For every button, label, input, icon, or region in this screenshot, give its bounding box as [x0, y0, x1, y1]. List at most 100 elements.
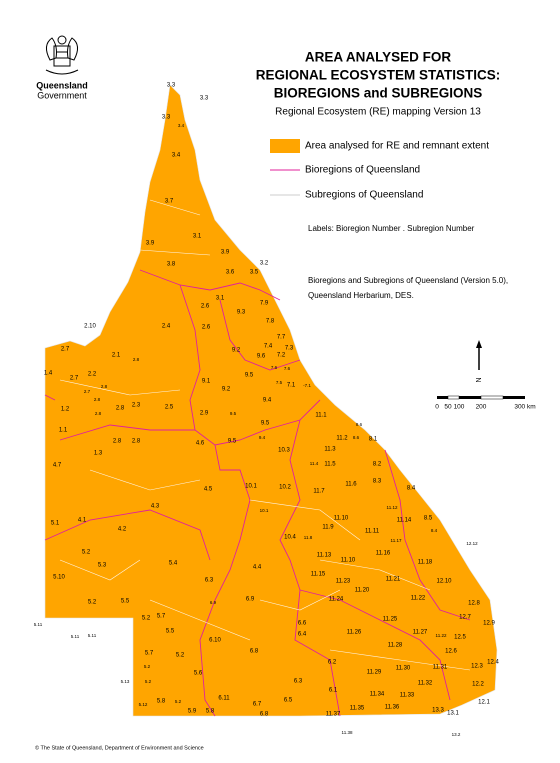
region-label: 5.3: [98, 563, 107, 569]
region-label: 2.8: [113, 439, 122, 445]
region-label: 12.7: [459, 615, 471, 621]
region-label: 12.1: [478, 700, 490, 706]
region-label: 11.8: [304, 535, 313, 540]
region-label: 6.1: [329, 688, 338, 694]
region-label: 11.25: [383, 617, 398, 623]
region-label: 7.7: [277, 335, 286, 341]
region-label: 3.4: [172, 153, 181, 159]
region-label: 3.3: [200, 96, 209, 102]
region-label: 1.2: [61, 407, 70, 413]
region-label: 11.35: [350, 706, 365, 712]
region-label: 11.28: [388, 643, 403, 649]
region-label: 2.8: [133, 357, 140, 362]
region-label: 11.36: [385, 705, 400, 711]
region-label: 11.11: [365, 529, 380, 535]
region-label: 4.2: [118, 527, 127, 533]
region-label: 3.2: [260, 261, 269, 267]
region-label: 11.24: [329, 597, 344, 603]
region-label: 3.6: [226, 270, 235, 276]
legend-label: Area analysed for RE and remnant extent: [305, 141, 489, 152]
region-label: 2.8: [116, 406, 125, 412]
copyright: © The State of Queensland, Department of…: [35, 744, 204, 751]
region-label: 5.13: [121, 679, 130, 684]
region-label: 6.6: [298, 621, 307, 627]
region-label: 11.30: [396, 666, 411, 672]
label-note: Labels: Bioregion Number . Subregion Num…: [308, 224, 475, 233]
region-label: 12.9: [483, 621, 495, 627]
region-label: 12.2: [472, 682, 484, 688]
region-label: 5.2: [176, 653, 185, 659]
region-label: 1.3: [94, 451, 103, 457]
region-label: 11.2: [336, 436, 348, 442]
region-label: 12.12: [466, 541, 478, 546]
region-label: 11.5: [324, 462, 336, 468]
region-label: 7.1: [287, 383, 296, 389]
region-label: 11.3: [324, 447, 336, 453]
region-label: 6.8: [260, 712, 269, 718]
region-label: 5.9: [188, 709, 197, 715]
region-label: 7.8: [266, 319, 275, 325]
region-label: 7.6: [284, 366, 291, 371]
region-label: 7.5: [276, 380, 283, 385]
legend-label: Bioregions of Queensland: [305, 165, 420, 176]
region-label: 5.2: [175, 699, 182, 704]
region-label: 6.9: [246, 597, 255, 603]
north-label: N: [476, 377, 483, 382]
region-label: 2.8: [94, 397, 101, 402]
region-label: 13.2: [452, 732, 461, 737]
region-label: 11.10: [341, 558, 356, 564]
region-label: 5.11: [34, 622, 43, 627]
scale-bar: [437, 395, 525, 400]
region-label: 9.1: [202, 379, 211, 385]
region-label: 11.4: [310, 461, 319, 466]
scale-label: 300 km: [514, 404, 535, 411]
region-label: 8.3: [373, 479, 382, 485]
region-label: 3.9: [221, 250, 230, 256]
region-label: 2.7: [84, 389, 91, 394]
scale-label: 0: [435, 404, 439, 411]
region-label: 3.9: [146, 241, 155, 247]
region-label: 6.9: [210, 600, 217, 605]
region-label: 5.12: [139, 702, 148, 707]
region-label: 1.1: [59, 428, 68, 434]
legend-label: Subregions of Queensland: [305, 190, 423, 201]
region-label: 2.4: [162, 324, 171, 330]
region-label: 5.4: [169, 561, 178, 567]
title: BIOREGIONS and SUBREGIONS: [274, 86, 483, 101]
region-label: 11.23: [336, 579, 351, 585]
region-label: 11.10: [334, 516, 349, 522]
region-label: 4.3: [151, 504, 160, 510]
region-label: 9.2: [232, 348, 241, 354]
source-note: Queensland Herbarium, DES.: [308, 291, 414, 300]
region-label: 2.7: [70, 376, 79, 382]
region-label: 10.1: [245, 484, 257, 490]
region-label: 11.1: [315, 413, 327, 419]
region-label: 4.4: [253, 565, 262, 571]
region-label: 6.5: [284, 698, 293, 704]
region-label: -7.1: [303, 383, 311, 388]
region-label: 6.3: [294, 679, 303, 685]
north-arrow: N: [476, 340, 483, 383]
region-label: 11.6: [345, 482, 357, 488]
region-label: 8.5: [424, 516, 433, 522]
region-label: 9.6: [257, 354, 266, 360]
region-label: 5.1: [51, 521, 60, 527]
region-label: 2.1: [112, 353, 121, 359]
region-label: 11.18: [418, 560, 433, 566]
region-label: 12.8: [468, 601, 480, 607]
region-label: 11.22: [436, 633, 447, 638]
title: REGIONAL ECOSYSTEM STATISTICS:: [256, 68, 501, 83]
region-label: 12.10: [436, 579, 452, 585]
bioregion-boundaries: [44, 269, 471, 717]
region-label: 3.5: [250, 270, 259, 276]
region-label: 9.5: [228, 439, 237, 445]
region-label: 8.4: [431, 528, 438, 533]
region-label: 8.1: [369, 437, 378, 443]
region-label: 6.11: [218, 696, 230, 702]
region-label: 3.3: [162, 115, 171, 121]
region-label: 11.7: [313, 489, 325, 495]
region-label: 12.5: [454, 635, 466, 641]
region-label: 11.20: [355, 588, 370, 594]
region-label: 11.33: [400, 693, 415, 699]
